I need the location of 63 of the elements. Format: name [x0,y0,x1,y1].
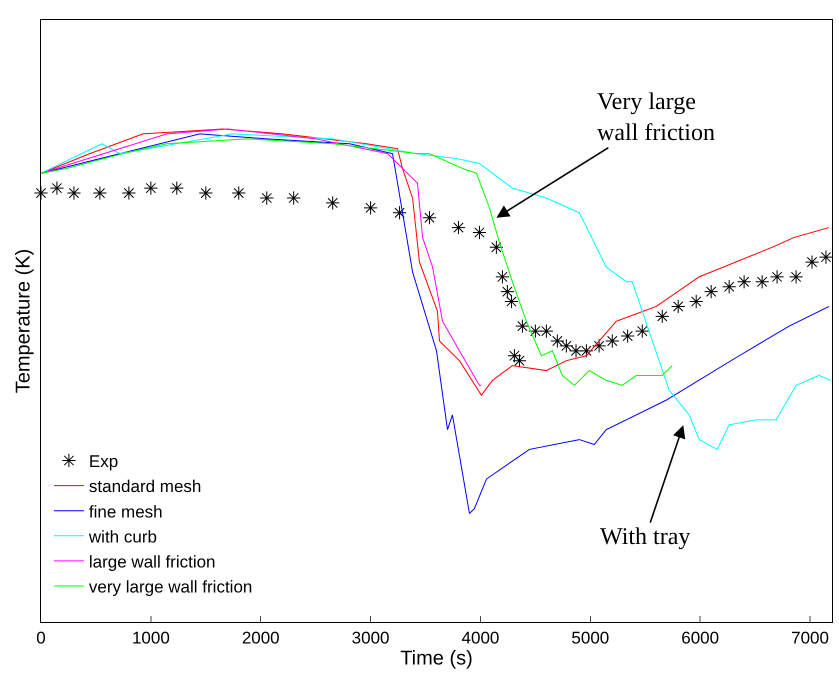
point [326,196,340,210]
annotation: Very large wall friction [597,89,715,146]
legend-label: very large wall friction [88,578,252,597]
point [422,210,437,225]
point [515,319,530,334]
x-tick-label: 3000 [352,628,390,648]
point [495,270,510,284]
point [504,294,519,309]
point [635,324,650,338]
point [50,181,64,196]
legend-label: Exp [88,452,118,472]
point [804,254,820,270]
point [528,324,542,338]
point [539,324,554,338]
x-tick-label: 7000 [791,628,829,648]
y-axis-title: Temperature (K) [12,248,34,394]
point [92,186,107,200]
point [737,274,752,289]
point [507,348,522,363]
legend-label: standard mesh [88,477,202,496]
legend-label: fine mesh [88,502,163,522]
point [568,344,584,358]
point [144,181,158,196]
point [170,181,184,196]
point [392,206,407,220]
point [579,344,594,358]
x-axis-title: Time (s) [400,647,473,670]
point [363,200,378,215]
point [605,334,620,348]
point [620,328,635,344]
x-tick-label: 5000 [571,628,610,648]
point [66,186,82,200]
point [755,274,770,289]
point [489,240,504,254]
x-tick-label: 1000 [132,628,170,648]
point [122,186,136,200]
x-tick-label: 2000 [242,628,280,648]
point [500,284,514,299]
point [592,338,606,353]
point [559,338,574,353]
point [671,299,686,314]
legend-label: large wall friction [88,552,216,572]
point [788,270,804,284]
point [232,186,246,200]
point [198,186,213,200]
point [472,225,487,240]
point [689,294,704,309]
point [34,186,48,200]
point [286,190,301,206]
point [512,354,527,368]
annotation: With tray [600,524,690,550]
point [818,250,834,264]
point [655,309,670,324]
point [722,280,736,294]
point [770,270,784,284]
x-tick-label: 4000 [462,628,500,648]
point [550,334,564,348]
point [451,220,466,235]
x-tick-label: 6000 [681,628,720,648]
point [260,190,274,206]
x-tick-label: 0 [36,628,46,648]
point [704,284,718,299]
legend-label: with curb [88,527,157,546]
